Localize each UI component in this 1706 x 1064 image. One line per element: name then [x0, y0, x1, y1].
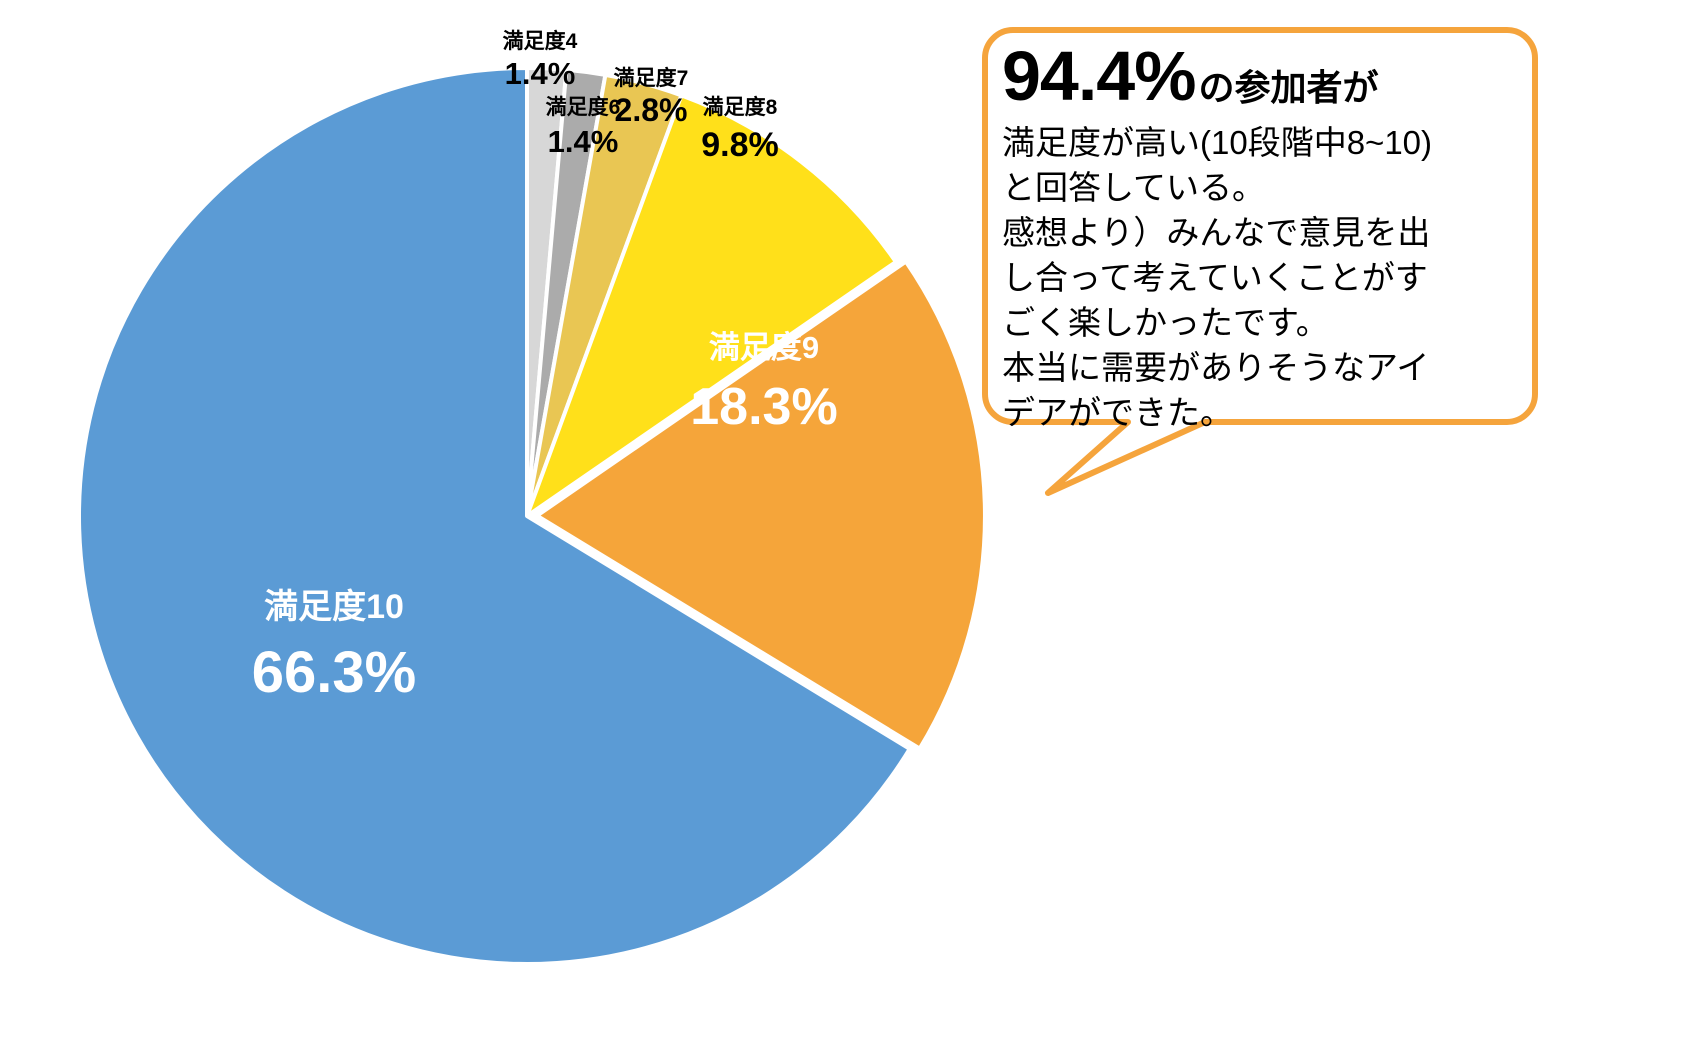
pie-label-name: 満足度8	[703, 95, 778, 119]
callout-headline-suffix: の参加者が	[1198, 67, 1379, 108]
callout-body: 満足度が高い(10段階中8~10) と回答している。感想より）みんなで意見を出 し合…	[1002, 120, 1520, 435]
pie-label-value: 2.8%	[615, 92, 688, 128]
pie-label-value: 66.3%	[252, 640, 416, 705]
callout-line: 感想より）みんなで意見を出	[1002, 214, 1431, 251]
pie-label-value: 9.8%	[701, 126, 779, 164]
pie-label-name: 満足度7	[614, 66, 689, 90]
callout-line: と回答している。	[1002, 169, 1266, 206]
callout-headline: 94.4% の参加者が	[1002, 36, 1520, 116]
pie-label-value: 1.4%	[548, 124, 619, 159]
callout-bubble	[982, 27, 1538, 496]
callout-line: 本当に需要がありそうなアイ	[1002, 349, 1430, 386]
pie-label-name: 満足度4	[503, 29, 578, 53]
pie-slice	[76, 66, 912, 966]
callout-line: デアができた。	[1002, 394, 1233, 431]
callout-line: 満足度が高い(10段階中8~10)	[1002, 124, 1433, 161]
pie-label-value: 18.3%	[690, 378, 837, 436]
callout-text-block: 94.4% の参加者が 満足度が高い(10段階中8~10) と回答している。感想より…	[1002, 36, 1520, 435]
callout-bubble-outline	[982, 27, 1538, 496]
pie-label-name: 満足度10	[264, 588, 404, 626]
pie-slice	[535, 259, 987, 751]
pie-label-name: 満足度9	[709, 330, 819, 365]
callout-headline-number: 94.4%	[1002, 37, 1196, 115]
pie-label-value: 1.4%	[505, 56, 576, 91]
callout-line: し合って考えていくことがす	[1002, 259, 1428, 296]
pie-label-name: 満足度6	[546, 95, 621, 119]
callout-line: ごく楽しかったです。	[1002, 304, 1329, 341]
pie-slice	[525, 93, 898, 518]
